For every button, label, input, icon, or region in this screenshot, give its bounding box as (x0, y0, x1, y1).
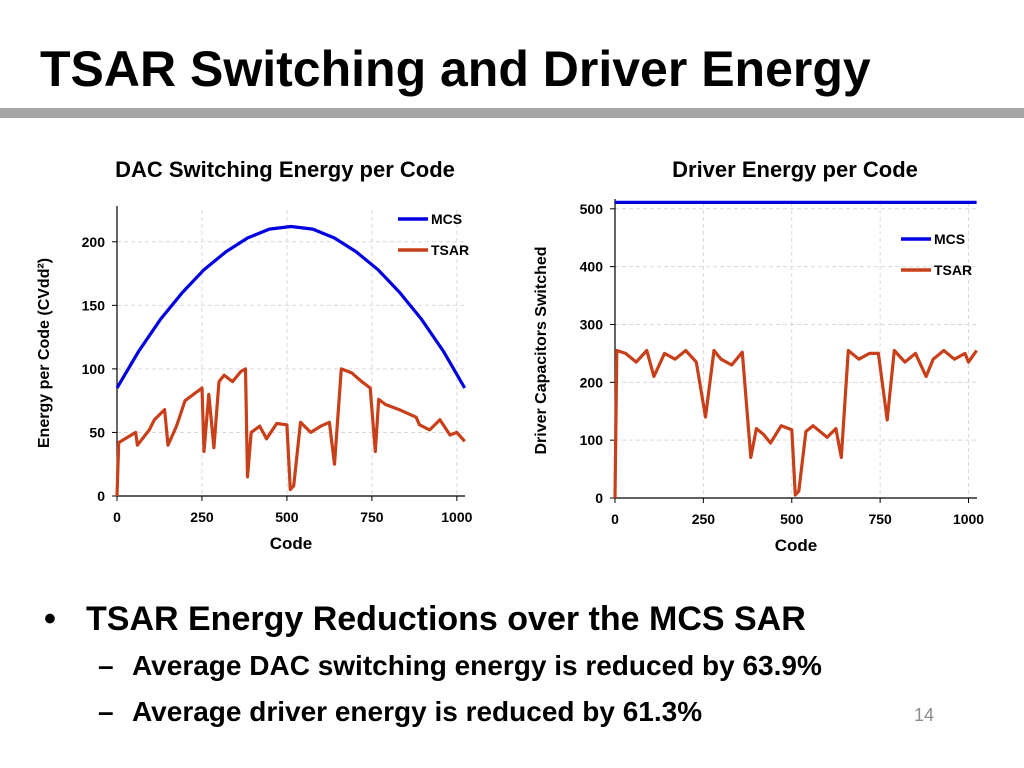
y-tick-label: 300 (580, 316, 604, 332)
x-tick-label: 500 (780, 511, 804, 527)
series-line-tsar (115, 367, 466, 497)
chart-title: Driver Energy per Code (672, 157, 918, 182)
x-tick-label: 1000 (953, 511, 984, 527)
y-tick-label: 200 (580, 374, 604, 390)
sub-bullet-dash-icon: – (98, 650, 114, 681)
x-tick-label: 750 (868, 511, 892, 527)
series-line-mcs (115, 224, 467, 389)
y-tick-label: 50 (89, 424, 105, 440)
x-tick-label: 1000 (441, 509, 472, 525)
x-axis-label: Code (775, 536, 818, 555)
driver-energy-chart: Driver Energy per Code 0 100 200 300 400 500 0 2… (515, 140, 995, 580)
y-tick-label: 0 (595, 490, 603, 506)
dac-energy-chart: DAC Switching Energy per Code 0 50 100 150 20… (10, 140, 490, 580)
bullet-list: • TSAR Energy Reductions over the MCS SA… (40, 595, 1000, 735)
x-tick-label: 750 (360, 509, 384, 525)
y-axis-label: Driver Capacitors Switched (533, 246, 550, 454)
bullet-item: • TSAR Energy Reductions over the MCS SA… (40, 595, 1000, 643)
y-tick-label: 500 (580, 201, 604, 217)
sub-bullet-item: – Average driver energy is reduced by 61… (40, 689, 1000, 735)
slide-title: TSAR Switching and Driver Energy (40, 41, 871, 97)
chart-svg: Driver Energy per Code 0 100 200 300 400 500 0 2… (533, 157, 984, 555)
x-axis-label: Code (270, 534, 313, 553)
sub-bullet-item: – Average DAC switching energy is reduce… (40, 643, 1000, 689)
y-tick-label: 150 (82, 297, 106, 313)
sub-bullet-text: Average DAC switching energy is reduced … (132, 650, 822, 681)
bullet-dot-icon: • (44, 600, 56, 638)
y-tick-label: 100 (82, 361, 106, 377)
y-tick-label: 200 (82, 234, 106, 250)
y-tick-label: 100 (580, 432, 604, 448)
sub-bullet-dash-icon: – (98, 696, 114, 727)
x-tick-label: 0 (611, 511, 619, 527)
chart-title: DAC Switching Energy per Code (115, 157, 455, 182)
legend-label: TSAR (431, 242, 469, 258)
bullet-text: TSAR Energy Reductions over the MCS SAR (86, 600, 806, 638)
y-tick-label: 400 (580, 259, 604, 275)
legend-label: MCS (934, 231, 965, 247)
x-tick-label: 0 (113, 509, 121, 525)
legend-label: TSAR (934, 262, 972, 278)
page-number: 14 (914, 705, 935, 725)
y-axis-label: Energy per Code (CVdd²) (36, 258, 53, 448)
chart-svg: DAC Switching Energy per Code 0 50 100 150 20… (36, 157, 473, 553)
sub-bullet-text: Average driver energy is reduced by 61.3… (132, 696, 703, 727)
x-tick-label: 250 (190, 509, 214, 525)
legend-label: MCS (431, 211, 462, 227)
series-line-tsar (613, 348, 978, 499)
title-divider (0, 108, 1024, 118)
x-tick-label: 250 (692, 511, 716, 527)
x-tick-label: 500 (275, 509, 299, 525)
y-tick-label: 0 (97, 488, 105, 504)
